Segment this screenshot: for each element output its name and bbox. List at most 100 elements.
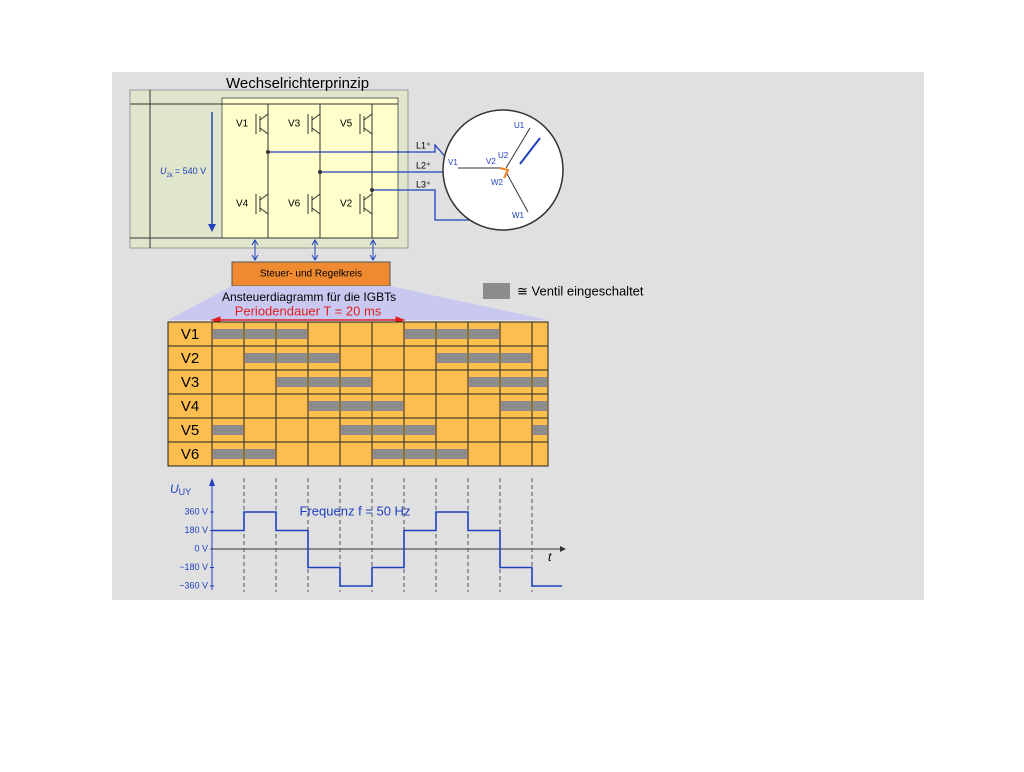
winding: [505, 127, 531, 169]
arrow-head: [208, 224, 216, 232]
igbt: [359, 113, 373, 135]
cell: [531, 345, 549, 371]
cell: [307, 321, 341, 347]
on-cell: [501, 401, 531, 411]
igbt: [255, 193, 269, 215]
cell: [403, 345, 437, 371]
switch-label: V6: [288, 199, 301, 210]
symbol: U: [160, 166, 167, 176]
cell: [467, 417, 501, 443]
cell: [243, 417, 277, 443]
cell: [211, 345, 245, 371]
terminal-label: U1: [514, 121, 525, 130]
on-cell: [469, 377, 499, 387]
cell: [531, 441, 549, 467]
phase-label: L3⁺: [416, 179, 431, 189]
terminal-label: U2: [498, 151, 509, 160]
on-cell: [373, 401, 403, 411]
on-cell: [277, 353, 307, 363]
cell: [275, 441, 309, 467]
axis-label: UUY: [170, 482, 191, 497]
row-label: V6: [181, 446, 199, 463]
row-label: V1: [181, 326, 199, 343]
arrow-head: [209, 478, 215, 486]
control-arrow: [311, 239, 319, 261]
cell: [371, 321, 405, 347]
on-cell: [437, 329, 467, 339]
switch-label: V4: [236, 199, 249, 210]
on-cell: [405, 449, 435, 459]
node: [370, 188, 374, 192]
controller-box: [231, 261, 391, 287]
switch-label: V5: [340, 119, 353, 130]
cell: [403, 369, 437, 395]
cell: [243, 369, 277, 395]
row-label: V3: [181, 374, 199, 391]
on-cell: [501, 377, 531, 387]
row-label-cell: [167, 321, 213, 347]
value: = 540 V: [175, 166, 206, 176]
on-cell: [405, 425, 435, 435]
control-arrow: [369, 239, 377, 261]
row-label: V2: [181, 350, 199, 367]
on-cell: [533, 377, 547, 387]
row-label-cell: [167, 441, 213, 467]
on-cell: [373, 425, 403, 435]
cell: [403, 393, 437, 419]
subscript: 2k: [167, 173, 174, 179]
row-label-cell: [167, 369, 213, 395]
on-cell: [213, 449, 243, 459]
symbol: U: [170, 482, 179, 496]
terminal-label: V1: [448, 158, 458, 167]
cell: [339, 321, 373, 347]
y-tick-label: 0 V: [194, 543, 208, 553]
cell: [499, 441, 533, 467]
on-cell: [341, 425, 371, 435]
frequency-label: Frequenz f = 50 Hz: [300, 503, 411, 518]
y-tick-label: −360 V: [179, 580, 208, 590]
cell: [435, 369, 469, 395]
cell: [339, 441, 373, 467]
on-cell: [277, 329, 307, 339]
cell: [275, 393, 309, 419]
cell: [211, 393, 245, 419]
phase-label: L1⁺: [416, 140, 431, 150]
on-cell: [309, 353, 339, 363]
cell: [435, 393, 469, 419]
on-cell: [277, 377, 307, 387]
terminal-label: W1: [512, 211, 525, 220]
node: [318, 170, 322, 174]
dc-voltage: U2k = 540 V: [160, 166, 206, 178]
cell: [243, 393, 277, 419]
on-cell: [213, 425, 243, 435]
winding: [505, 171, 529, 213]
windings: [458, 127, 531, 213]
projection: [168, 286, 548, 320]
on-cell: [533, 425, 547, 435]
igbt: [255, 113, 269, 135]
on-cell: [213, 329, 243, 339]
on-cell: [309, 377, 339, 387]
controller-label: Steuer- und Regelkreis: [260, 269, 362, 280]
control-arrow: [251, 239, 259, 261]
inverter-title: Wechselrichterprinzip: [226, 75, 369, 92]
node: [266, 150, 270, 154]
on-cell: [533, 401, 547, 411]
cell: [307, 441, 341, 467]
rotation-arrow: [519, 137, 541, 165]
row-label-cell: [167, 417, 213, 443]
cell: [307, 417, 341, 443]
on-cell: [469, 353, 499, 363]
row-label: V5: [181, 422, 199, 439]
igbt: [359, 193, 373, 215]
arrow-head: [560, 546, 566, 552]
igbt: [307, 113, 321, 135]
cell: [371, 369, 405, 395]
on-cell: [309, 401, 339, 411]
cell: [339, 345, 373, 371]
on-cell: [245, 329, 275, 339]
igbt: [307, 193, 321, 215]
cell: [275, 417, 309, 443]
terminal-label: V2: [486, 157, 496, 166]
